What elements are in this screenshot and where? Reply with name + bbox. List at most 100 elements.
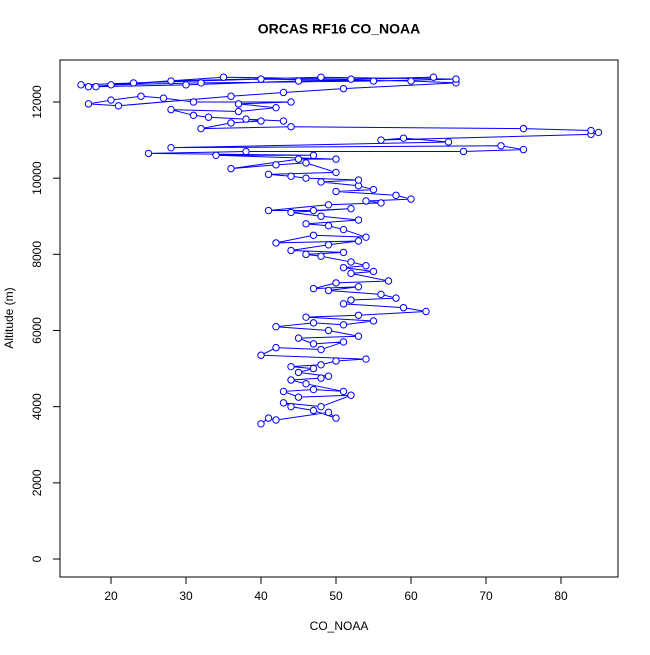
data-point — [272, 343, 280, 352]
data-point — [219, 73, 228, 81]
data-point — [144, 149, 153, 158]
data-point — [309, 364, 318, 373]
data-point — [317, 374, 325, 382]
data-point — [309, 284, 318, 293]
data-point — [317, 178, 325, 186]
data-point — [347, 258, 355, 266]
data-point — [272, 103, 280, 112]
data-point — [279, 387, 288, 396]
data-point — [332, 279, 340, 287]
data-point — [347, 391, 355, 399]
data-point — [167, 143, 175, 152]
data-point — [354, 176, 363, 184]
y-tick-label: 12000 — [30, 85, 44, 119]
data-point — [309, 340, 318, 348]
data-point — [197, 124, 205, 133]
data-point — [287, 208, 295, 217]
data-point — [339, 321, 348, 329]
data-point — [384, 277, 393, 285]
data-point — [272, 239, 280, 247]
data-point — [272, 161, 280, 169]
data-point — [279, 117, 288, 125]
data-point — [302, 159, 310, 167]
data-point — [444, 138, 453, 146]
data-point — [407, 77, 415, 85]
data-point — [189, 98, 198, 106]
y-tick-label: 10000 — [30, 161, 44, 195]
data-point — [422, 307, 430, 316]
data-point — [459, 147, 468, 156]
data-point — [347, 269, 355, 278]
data-point — [324, 326, 333, 335]
data-point — [369, 267, 378, 276]
y-tick-label: 6000 — [30, 317, 44, 344]
y-tick-label: 2000 — [30, 469, 44, 496]
data-point — [399, 134, 408, 142]
data-point — [339, 84, 348, 93]
data-point — [287, 246, 295, 255]
data-point — [339, 387, 348, 396]
data-point — [137, 92, 145, 100]
data-point — [347, 75, 355, 83]
data-point — [332, 155, 340, 163]
data-point — [362, 197, 370, 205]
data-point — [279, 399, 288, 407]
x-tick-label: 20 — [104, 589, 118, 603]
data-point — [497, 142, 505, 150]
data-point — [287, 362, 295, 371]
data-point — [324, 222, 333, 230]
data-point — [84, 83, 93, 91]
data-point — [294, 77, 303, 85]
data-point — [129, 79, 138, 87]
data-point — [324, 201, 333, 209]
data-point — [332, 168, 340, 177]
data-point — [407, 195, 415, 203]
data-point — [332, 357, 340, 365]
data-point — [227, 164, 235, 173]
data-point — [317, 402, 325, 411]
x-tick-label: 70 — [479, 589, 493, 603]
data-point — [257, 420, 265, 428]
data-point — [287, 123, 295, 131]
data-point — [264, 414, 273, 422]
data-point — [159, 94, 168, 102]
data-point — [399, 303, 408, 312]
x-tick-label: 80 — [554, 589, 568, 603]
data-point — [264, 206, 273, 215]
data-point — [294, 334, 303, 342]
data-point — [302, 174, 310, 182]
data-point — [302, 380, 310, 388]
data-point — [204, 113, 213, 121]
data-point — [92, 83, 100, 91]
y-tick-label: 4000 — [30, 393, 44, 420]
data-point — [294, 155, 303, 163]
data-point — [227, 92, 235, 100]
data-point — [107, 96, 115, 104]
data-point — [212, 151, 220, 159]
data-point — [242, 115, 250, 123]
data-point — [257, 351, 265, 359]
data-point — [272, 416, 280, 424]
data-point — [587, 126, 595, 135]
data-point — [332, 187, 340, 196]
data-point — [324, 241, 333, 249]
data-point — [324, 372, 333, 380]
data-point — [182, 81, 190, 89]
data-point — [84, 100, 93, 108]
data-point — [369, 185, 378, 194]
x-axis-label: CO_NOAA — [310, 619, 369, 633]
data-point — [302, 313, 310, 321]
data-point — [287, 376, 295, 384]
data-point — [377, 136, 385, 144]
data-point — [309, 319, 318, 327]
data-point — [279, 88, 288, 97]
data-point — [452, 75, 460, 83]
data-point — [354, 237, 363, 245]
data-point — [309, 231, 318, 239]
x-tick-label: 50 — [329, 589, 343, 603]
data-point — [167, 105, 175, 114]
data-point — [339, 338, 348, 346]
data-point — [309, 151, 318, 159]
